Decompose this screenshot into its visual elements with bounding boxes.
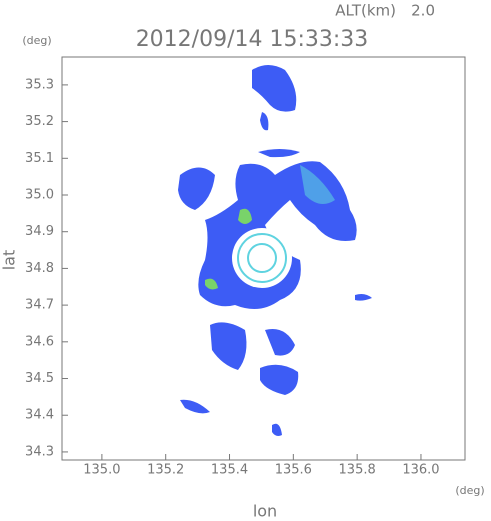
y-tick-label: 35.3 [25, 77, 54, 92]
y-tick-label: 34.3 [25, 444, 54, 459]
x-tick-label: 135.0 [83, 463, 120, 478]
plot-frame [61, 56, 466, 461]
y-tick-label: 34.9 [25, 224, 54, 239]
x-unit: (deg) [455, 484, 484, 497]
altitude-label: ALT(km) [335, 2, 396, 20]
x-tick-label: 136.0 [402, 463, 439, 478]
y-tick-label: 35.1 [25, 151, 54, 166]
x-tick-label: 135.8 [339, 463, 376, 478]
y-tick-label: 35.2 [25, 114, 54, 129]
x-tick-label: 135.6 [275, 463, 312, 478]
y-tick-label: 35.0 [25, 188, 54, 203]
y-axis-label: lat [0, 250, 19, 271]
chart-title: 2012/09/14 15:33:33 [136, 27, 369, 52]
y-tick-label: 34.5 [25, 371, 54, 386]
altitude-value: 2.0 [411, 2, 435, 20]
x-axis-label: lon [253, 502, 277, 521]
y-tick-label: 34.8 [25, 261, 54, 276]
y-tick-label: 34.7 [25, 298, 54, 313]
y-tick-label: 34.6 [25, 334, 54, 349]
x-tick-label: 135.2 [147, 463, 184, 478]
y-tick-label: 34.4 [25, 408, 54, 423]
y-unit: (deg) [22, 34, 51, 47]
echo-field [178, 65, 372, 436]
x-tick-label: 135.4 [211, 463, 248, 478]
